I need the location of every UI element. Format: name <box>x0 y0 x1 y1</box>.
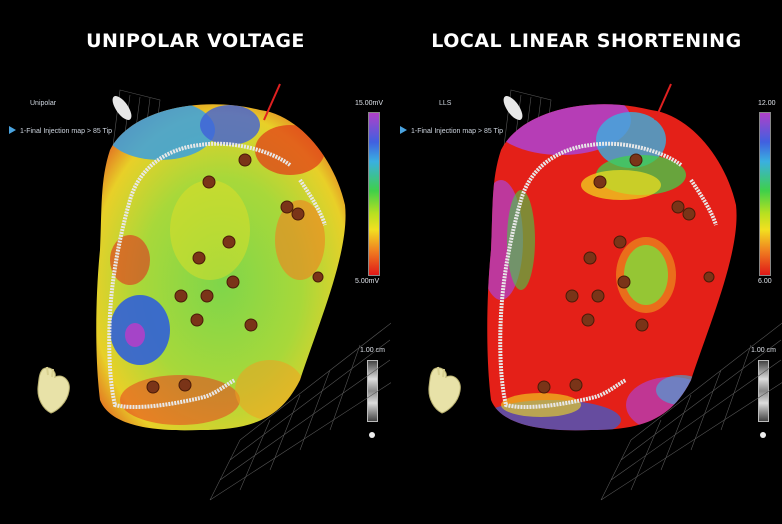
map-mode-label: LLS <box>439 100 452 107</box>
injection-marker[interactable] <box>200 289 214 303</box>
injection-marker[interactable] <box>671 200 685 214</box>
map-name-label[interactable]: 1-Final Injection map > 85 Tip <box>20 128 113 135</box>
heart-3d-model-icon[interactable] <box>426 365 466 415</box>
colorbar-max-label: 12.00 <box>758 100 776 107</box>
map-name-label[interactable]: 1-Final Injection map > 85 Tip <box>411 128 504 135</box>
unipolar-voltage-map[interactable] <box>0 0 391 524</box>
injection-marker[interactable] <box>581 313 595 327</box>
injection-marker[interactable] <box>238 153 252 167</box>
injection-marker[interactable] <box>682 207 696 221</box>
injection-marker[interactable] <box>613 235 627 249</box>
injection-marker[interactable] <box>591 289 605 303</box>
injection-marker[interactable] <box>569 378 583 392</box>
injection-marker[interactable] <box>593 175 607 189</box>
lls-colorbar <box>759 112 771 276</box>
colorbar-max-label: 15.00mV <box>355 100 384 107</box>
ruler-label: 1.00 cm <box>751 347 776 354</box>
injection-marker[interactable] <box>190 313 204 327</box>
catheter-line <box>654 83 672 121</box>
local-linear-shortening-panel: LOCAL LINEAR SHORTENING LLS 1-Final Inje… <box>391 0 782 524</box>
injection-marker[interactable] <box>222 235 236 249</box>
injection-markers <box>537 153 715 394</box>
injection-marker[interactable] <box>565 289 579 303</box>
play-icon[interactable] <box>9 126 16 134</box>
injection-marker[interactable] <box>617 275 631 289</box>
scar-border <box>498 141 718 410</box>
lls-map[interactable] <box>391 0 782 524</box>
catheter-line <box>263 83 281 121</box>
panel-title: LOCAL LINEAR SHORTENING <box>431 30 742 52</box>
play-icon[interactable] <box>400 126 407 134</box>
injection-marker[interactable] <box>226 275 240 289</box>
injection-marker[interactable] <box>280 200 294 214</box>
ruler-label: 1.00 cm <box>360 347 385 354</box>
catheter-tip-icon[interactable] <box>109 93 135 123</box>
injection-marker[interactable] <box>174 289 188 303</box>
voltage-colorbar <box>368 112 380 276</box>
injection-marker[interactable] <box>583 251 597 265</box>
colorbar-min-label: 5.00mV <box>355 278 380 285</box>
scar-border <box>107 141 327 410</box>
panel-title: UNIPOLAR VOLTAGE <box>86 30 305 52</box>
colorbar-min-label: 6.00 <box>758 278 772 285</box>
voltage-patches <box>105 104 325 425</box>
ruler-knob[interactable] <box>760 432 766 438</box>
catheter-tip-icon[interactable] <box>500 93 526 123</box>
injection-marker[interactable] <box>178 378 192 392</box>
injection-marker[interactable] <box>629 153 643 167</box>
injection-marker[interactable] <box>192 251 206 265</box>
injection-marker[interactable] <box>146 380 160 394</box>
injection-marker[interactable] <box>537 380 551 394</box>
map-mode-label: Unipolar <box>30 100 57 107</box>
injection-marker[interactable] <box>291 207 305 221</box>
injection-marker[interactable] <box>703 271 715 283</box>
ruler-knob[interactable] <box>369 432 375 438</box>
injection-marker[interactable] <box>202 175 216 189</box>
unipolar-voltage-panel: UNIPOLAR VOLTAGE Unipolar 1-Final Inject… <box>0 0 391 524</box>
injection-marker[interactable] <box>312 271 324 283</box>
heart-3d-model-icon[interactable] <box>35 365 75 415</box>
injection-marker[interactable] <box>244 318 258 332</box>
injection-marker[interactable] <box>635 318 649 332</box>
injection-markers <box>146 153 324 394</box>
